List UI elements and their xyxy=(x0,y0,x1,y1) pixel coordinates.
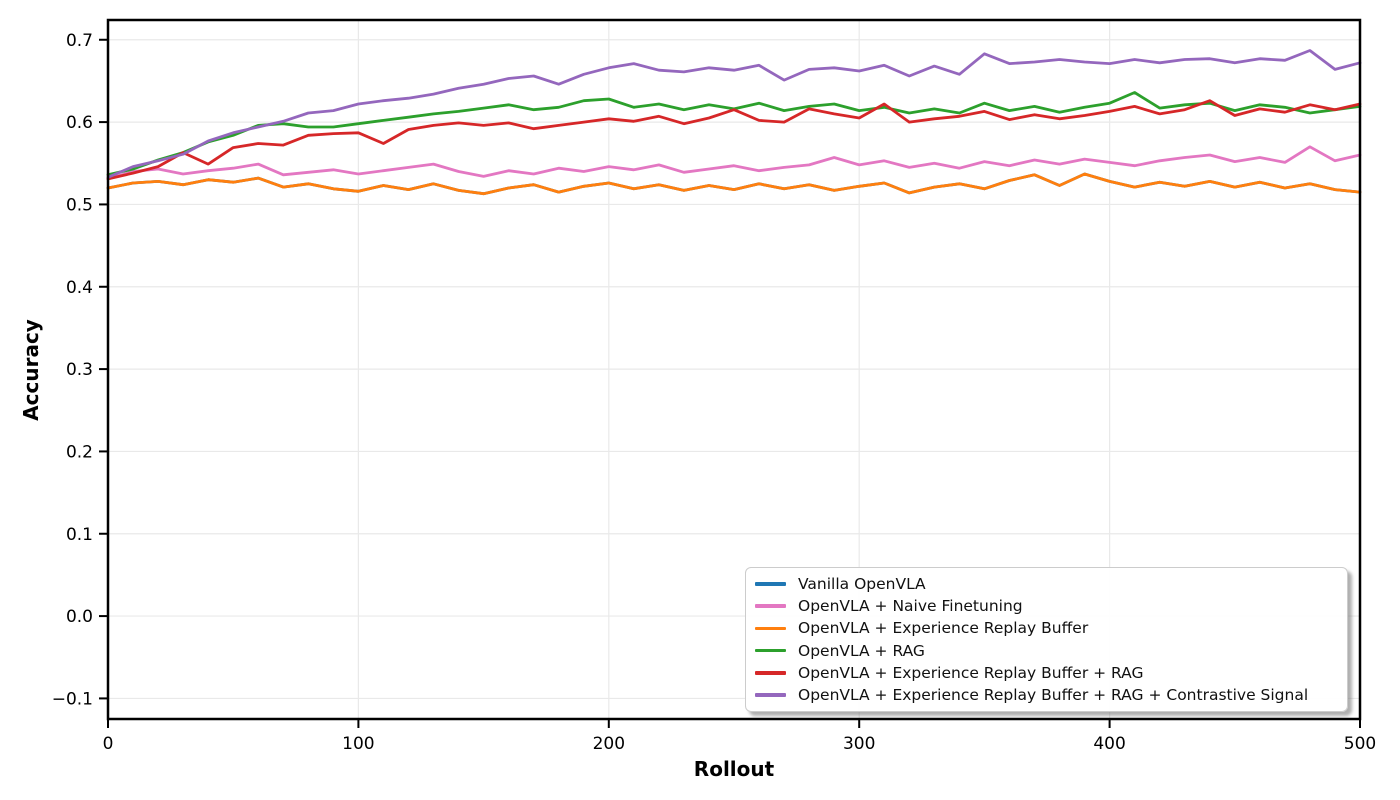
series-line-experience-replay-buffer xyxy=(106,172,1362,196)
legend-item-rag: OpenVLA + RAG xyxy=(755,640,1338,662)
x-tick-label: 500 xyxy=(1344,734,1376,754)
legend: Vanilla OpenVLA OpenVLA + Naive Finetunin… xyxy=(745,567,1348,712)
series-line-erb-rag xyxy=(106,99,1362,181)
legend-item-erb-rag-contrastive: OpenVLA + Experience Replay Buffer + RAG… xyxy=(755,684,1338,706)
legend-color-swatch xyxy=(755,693,786,697)
x-tick-label: 0 xyxy=(103,734,114,754)
y-tick-label: 0.4 xyxy=(66,278,93,298)
y-axis-label: Accuracy xyxy=(19,319,43,421)
y-tick-label: 0.6 xyxy=(66,113,93,133)
plot-border xyxy=(106,18,1362,721)
y-tick-label: 0.3 xyxy=(66,360,93,380)
series-lines xyxy=(106,49,1362,196)
y-tick-label: 0.1 xyxy=(66,525,93,545)
y-tick-label: 0.5 xyxy=(66,195,93,215)
legend-label: OpenVLA + Experience Replay Buffer xyxy=(798,619,1089,638)
legend-label: Vanilla OpenVLA xyxy=(798,575,926,593)
legend-color-swatch xyxy=(755,604,786,608)
legend-label: OpenVLA + Experience Replay Buffer + RAG xyxy=(798,663,1144,682)
legend-color-swatch xyxy=(755,582,786,586)
y-tick-label: 0.0 xyxy=(66,607,93,627)
legend-item-experience-replay-buffer: OpenVLA + Experience Replay Buffer xyxy=(755,617,1338,639)
legend-item-vanilla-openvla: Vanilla OpenVLA xyxy=(755,573,1338,595)
legend-label: OpenVLA + Experience Replay Buffer + RAG… xyxy=(798,685,1309,704)
series-line-rag xyxy=(106,91,1362,177)
x-tick-label: 400 xyxy=(1093,734,1125,754)
legend-color-swatch xyxy=(755,671,786,675)
series-line-erb-rag-contrastive xyxy=(106,49,1362,179)
legend-color-swatch xyxy=(755,648,786,653)
y-tick-label: 0.2 xyxy=(66,442,93,462)
axis-ticks xyxy=(99,38,1361,728)
legend-item-erb-rag: OpenVLA + Experience Replay Buffer + RAG xyxy=(755,662,1338,684)
tick-labels: 0 100 200 300 400 500 −0.1 0.0 0.1 0.2 0.3 0.4 0.5 0.… xyxy=(52,31,1377,754)
y-tick-label: 0.7 xyxy=(66,31,93,51)
x-tick-label: 200 xyxy=(593,734,625,754)
legend-label: OpenVLA + RAG xyxy=(798,641,925,660)
y-tick-label: −0.1 xyxy=(52,689,93,709)
x-tick-label: 300 xyxy=(843,734,875,754)
legend-color-swatch xyxy=(755,626,786,631)
x-axis-label: Rollout xyxy=(694,757,775,781)
x-tick-label: 100 xyxy=(342,734,374,754)
series-line-naive-finetuning xyxy=(106,145,1362,181)
legend-item-naive-finetuning: OpenVLA + Naive Finetuning xyxy=(755,595,1338,617)
legend-label: OpenVLA + Naive Finetuning xyxy=(798,597,1023,616)
